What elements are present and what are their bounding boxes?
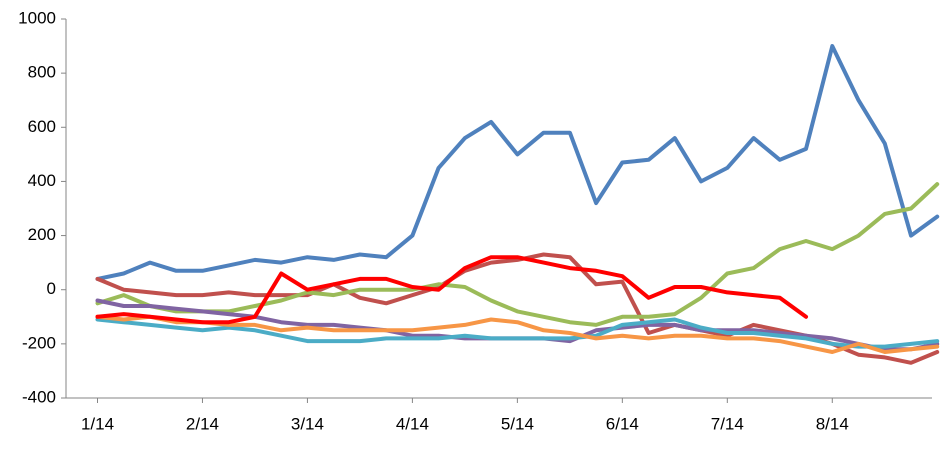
x-tick-label: 2/14 xyxy=(186,414,219,433)
y-tick-label: 600 xyxy=(28,117,56,136)
x-tick-label: 8/14 xyxy=(816,414,849,433)
series-line xyxy=(95,317,940,349)
y-tick-label: 0 xyxy=(47,279,56,298)
y-tick-label: -200 xyxy=(22,333,56,352)
series-line xyxy=(95,182,940,327)
x-tick-label: 3/14 xyxy=(291,414,324,433)
x-tick-label: 1/14 xyxy=(81,414,114,433)
y-tick-label: 800 xyxy=(28,63,56,82)
x-tick-label: 7/14 xyxy=(711,414,744,433)
x-tick-label: 4/14 xyxy=(396,414,429,433)
y-tick-label: 400 xyxy=(28,171,56,190)
x-tick-label: 6/14 xyxy=(606,414,639,433)
y-tick-label: 1000 xyxy=(18,8,56,27)
series-line xyxy=(95,314,940,354)
y-tick-label: 200 xyxy=(28,225,56,244)
x-tick-label: 5/14 xyxy=(501,414,534,433)
series-line xyxy=(95,255,808,325)
y-tick-label: -400 xyxy=(22,387,56,406)
series-line xyxy=(95,44,940,281)
